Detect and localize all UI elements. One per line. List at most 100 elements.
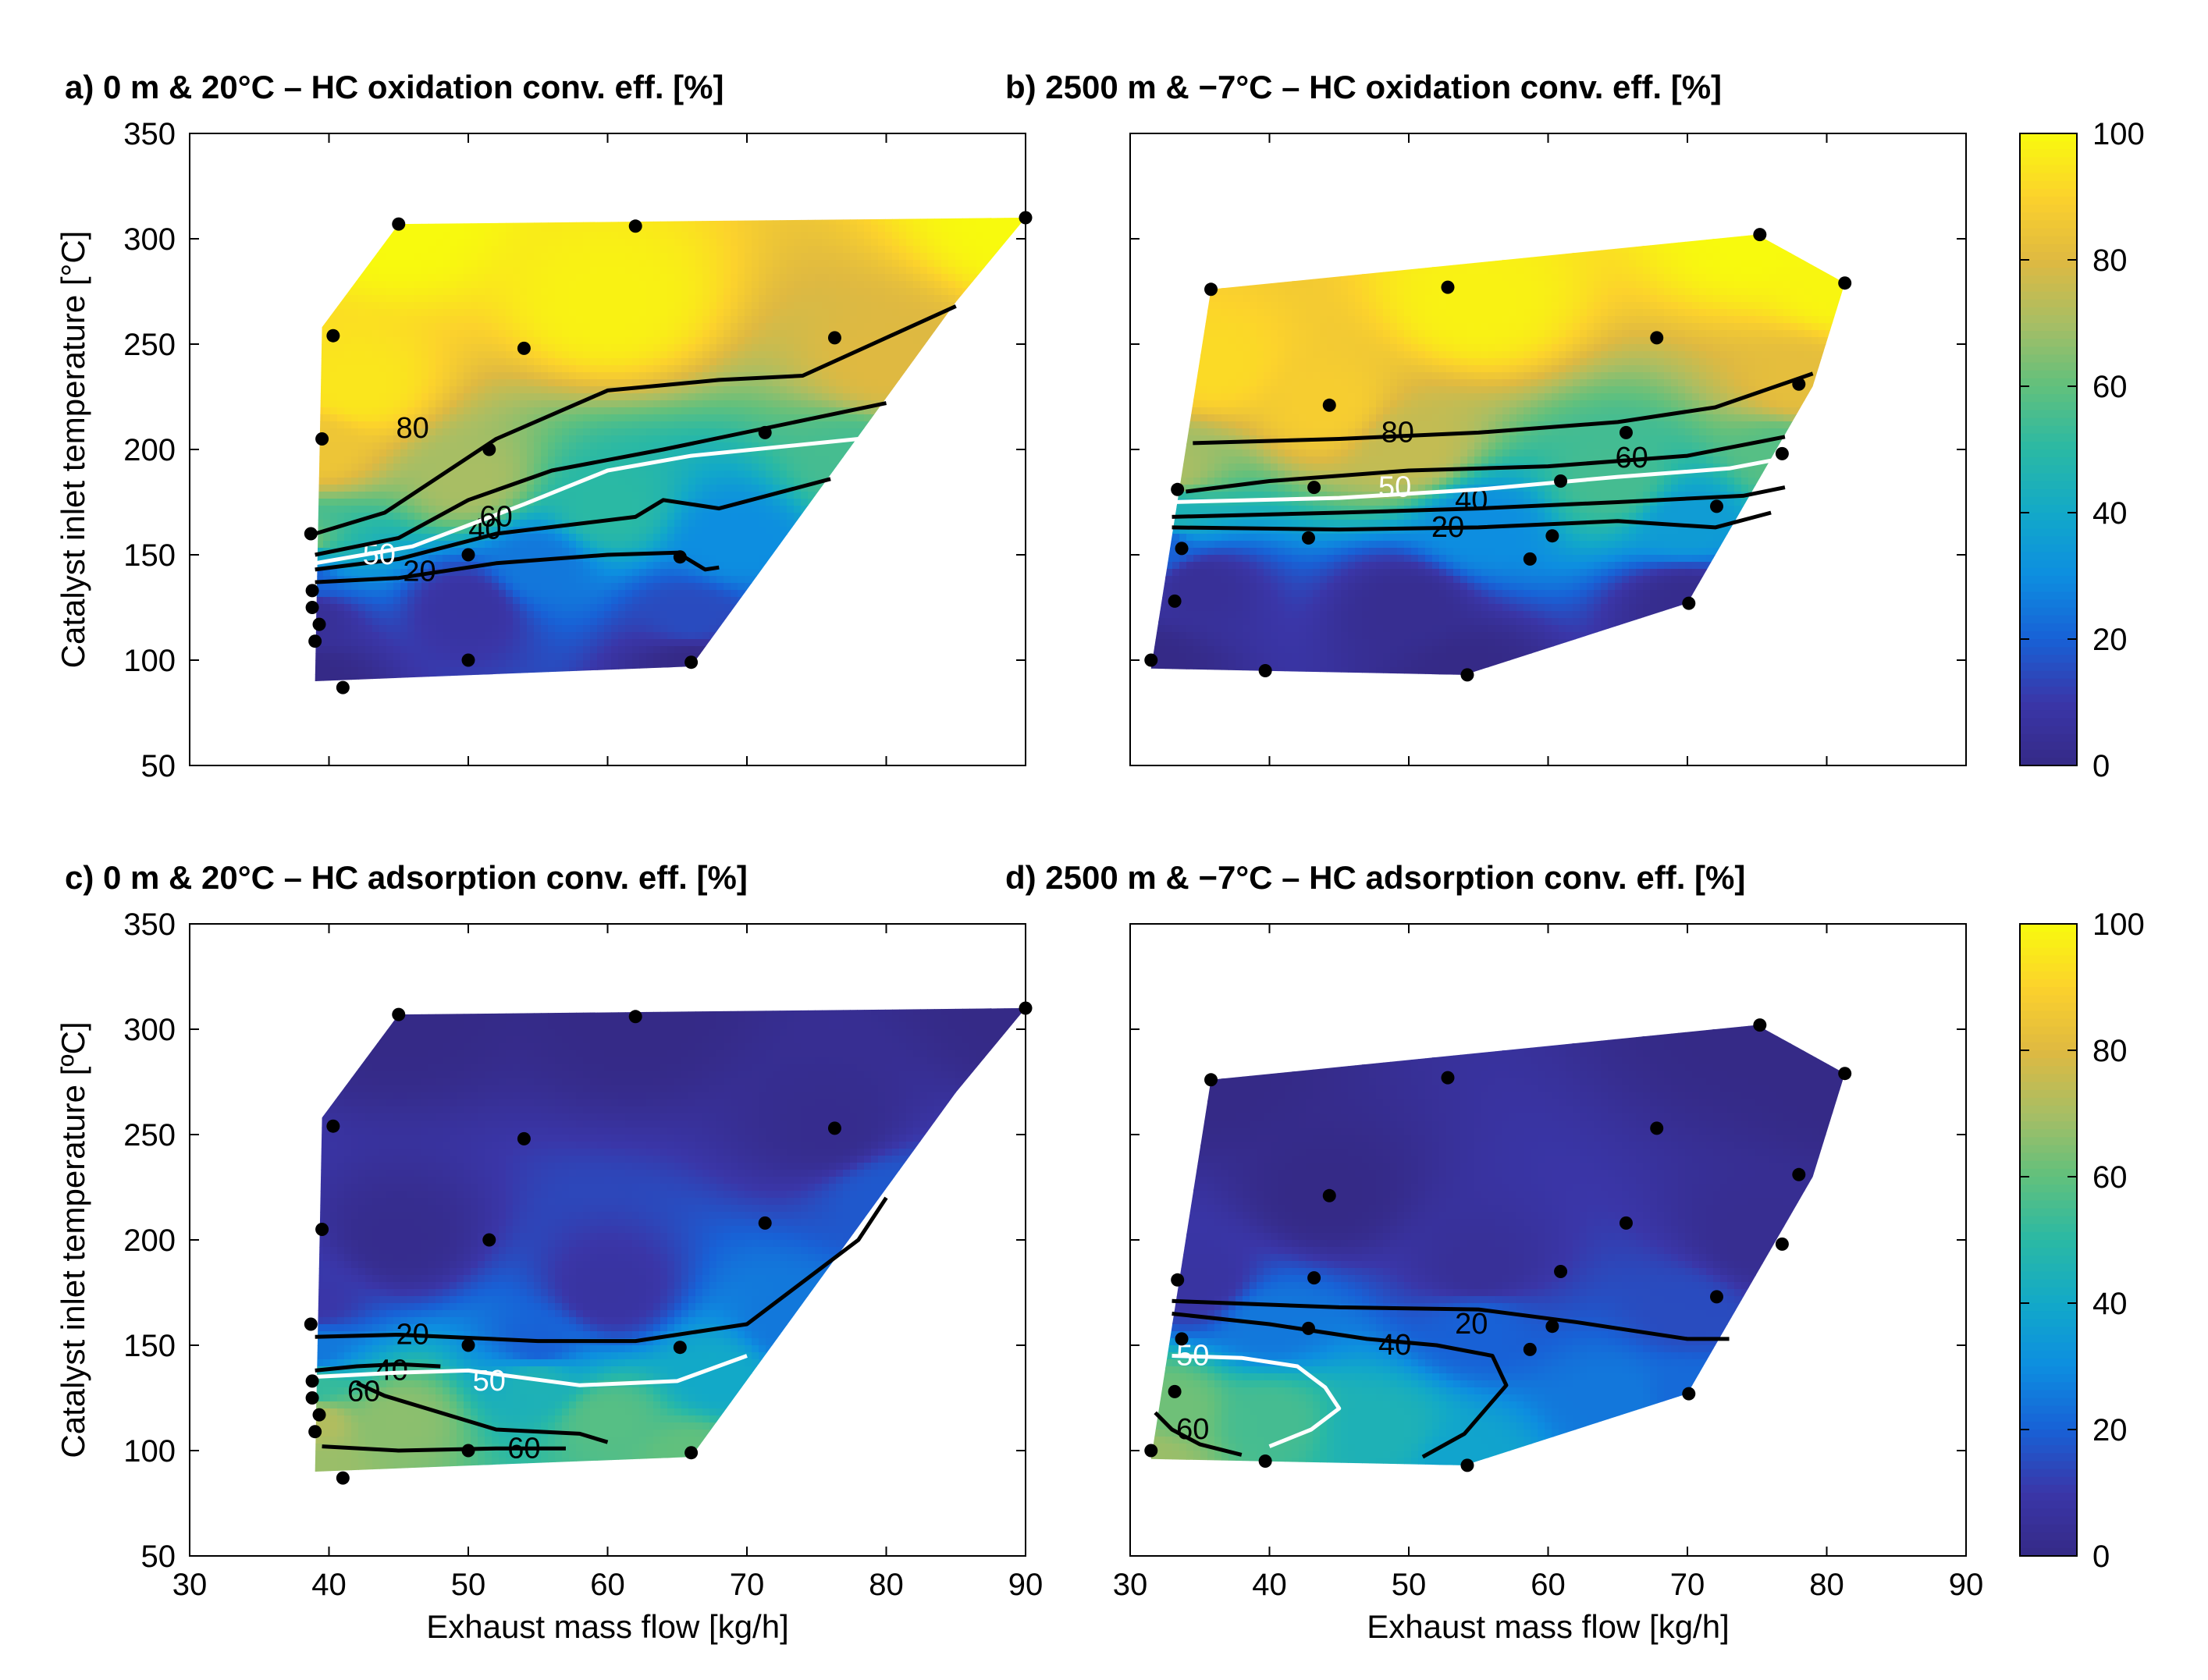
colorbar-segment <box>2020 339 2077 348</box>
measurement-point <box>461 1338 475 1352</box>
y-tick-label: 50 <box>141 749 176 783</box>
measurement-point <box>1171 482 1185 496</box>
colorbar-segment <box>2020 1493 2077 1501</box>
colorbar-segment <box>2020 979 2077 988</box>
colorbar-segment <box>2020 718 2077 727</box>
measurement-point <box>684 1446 699 1460</box>
colorbar-segment <box>2020 1192 2077 1202</box>
colorbar-segment <box>2020 1413 2077 1422</box>
colorbar-segment <box>2020 283 2077 293</box>
colorbar-tick-label: 80 <box>2092 1034 2128 1068</box>
colorbar-segment <box>2020 1082 2077 1091</box>
colorbar-segment <box>2020 1295 2077 1304</box>
colorbar-segment <box>2020 307 2077 316</box>
contour-label: 20 <box>396 1319 428 1351</box>
colorbar-tick-label: 60 <box>2092 370 2128 404</box>
y-tick-label: 200 <box>123 1224 176 1258</box>
measurement-point <box>1650 1121 1664 1135</box>
colorbar-segment <box>2020 180 2077 190</box>
contour-label: 20 <box>403 556 436 588</box>
measurement-point <box>1175 542 1189 556</box>
measurement-point <box>1301 531 1315 545</box>
x-axis-label: Exhaust mass flow [kg/h] <box>426 1608 789 1645</box>
measurement-point <box>305 601 319 614</box>
contour-label: 40 <box>1378 1329 1411 1362</box>
colorbar-segment <box>2020 299 2077 308</box>
colorbar-segment <box>2020 544 2077 553</box>
measurement-point <box>1307 481 1321 495</box>
measurement-point <box>1441 1071 1455 1085</box>
contour-line-50 <box>1172 1354 1342 1448</box>
contour-label: 60 <box>1615 442 1648 474</box>
measurement-point <box>1792 1167 1806 1181</box>
colorbar-segment <box>2020 1287 2077 1296</box>
colorbar-segment <box>2020 630 2077 640</box>
measurement-point <box>1171 1273 1185 1287</box>
measurement-point <box>1307 1271 1321 1285</box>
colorbar-segment <box>2020 331 2077 340</box>
measurement-point <box>308 1425 322 1439</box>
colorbar-segment <box>2020 172 2077 182</box>
measurement-point <box>1204 1073 1218 1087</box>
colorbar-segment <box>2020 1208 2077 1217</box>
contour-line-40 <box>315 477 831 572</box>
measurement-point <box>461 653 475 667</box>
colorbar-segment <box>2020 1248 2077 1257</box>
measurement-point <box>1168 1384 1182 1398</box>
measurement-point <box>305 1391 319 1405</box>
measurement-point <box>1144 653 1158 667</box>
colorbar-segment <box>2020 1074 2077 1083</box>
colorbar-segment <box>2020 513 2077 521</box>
x-tick-label: 90 <box>1008 1568 1044 1602</box>
colorbar-segment <box>2020 599 2077 609</box>
contour-line-50 <box>315 437 859 566</box>
x-tick-label: 60 <box>590 1568 625 1602</box>
measurement-point <box>517 1131 531 1145</box>
colorbar-segment <box>2020 370 2077 379</box>
colorbar-segment <box>2020 591 2077 601</box>
colorbar-segment <box>2020 1145 2077 1154</box>
colorbar-segment <box>2020 1540 2077 1549</box>
measurement-point <box>482 442 496 456</box>
measurement-point <box>1545 529 1559 543</box>
contour-line-50 <box>315 1354 748 1387</box>
colorbar-segment <box>2020 1129 2077 1138</box>
measurement-point <box>1322 1188 1336 1202</box>
colorbar-segment <box>2020 1050 2077 1059</box>
colorbar-segment <box>2020 1066 2077 1075</box>
colorbar-segment <box>2020 1097 2077 1106</box>
colorbar-segment <box>2020 394 2077 403</box>
contour-line-40 <box>1172 1312 1509 1459</box>
measurement-point <box>392 1007 406 1021</box>
colorbar-segment <box>2020 567 2077 577</box>
colorbar-segment <box>2020 1121 2077 1131</box>
colorbar-segment <box>2020 1279 2077 1288</box>
colorbar-segment <box>2020 1200 2077 1209</box>
colorbar-segment <box>2020 386 2077 395</box>
colorbar-segment <box>2020 639 2077 648</box>
x-tick-label: 60 <box>1531 1568 1566 1602</box>
measurement-point <box>1709 1290 1723 1304</box>
colorbar-segment <box>2020 995 2077 1004</box>
measurement-point <box>1523 1342 1537 1356</box>
colorbar-segment <box>2020 1430 2077 1438</box>
colorbar-segment <box>2020 678 2077 687</box>
colorbar-segment <box>2020 1113 2077 1122</box>
colorbar-segment <box>2020 1177 2077 1185</box>
measurement-point <box>304 1317 318 1331</box>
colorbar-segment <box>2020 694 2077 703</box>
colorbar-segment <box>2020 1224 2077 1233</box>
colorbar-segment <box>2020 220 2077 229</box>
colorbar-segment <box>2020 670 2077 680</box>
colorbar-segment <box>2020 473 2077 482</box>
colorbar-segment <box>2020 410 2077 419</box>
panel-title: c) 0 m & 20°C – HC adsorption conv. eff.… <box>65 859 748 896</box>
colorbar-segment <box>2020 757 2077 766</box>
measurement-point <box>1753 1018 1767 1032</box>
colorbar-tick-label: 20 <box>2092 1413 2128 1447</box>
x-tick-label: 90 <box>1949 1568 1984 1602</box>
y-tick-label: 100 <box>123 1434 176 1469</box>
contour-label: 80 <box>396 412 428 445</box>
contour-label: 20 <box>1431 511 1464 544</box>
contour-label: 60 <box>480 500 513 533</box>
